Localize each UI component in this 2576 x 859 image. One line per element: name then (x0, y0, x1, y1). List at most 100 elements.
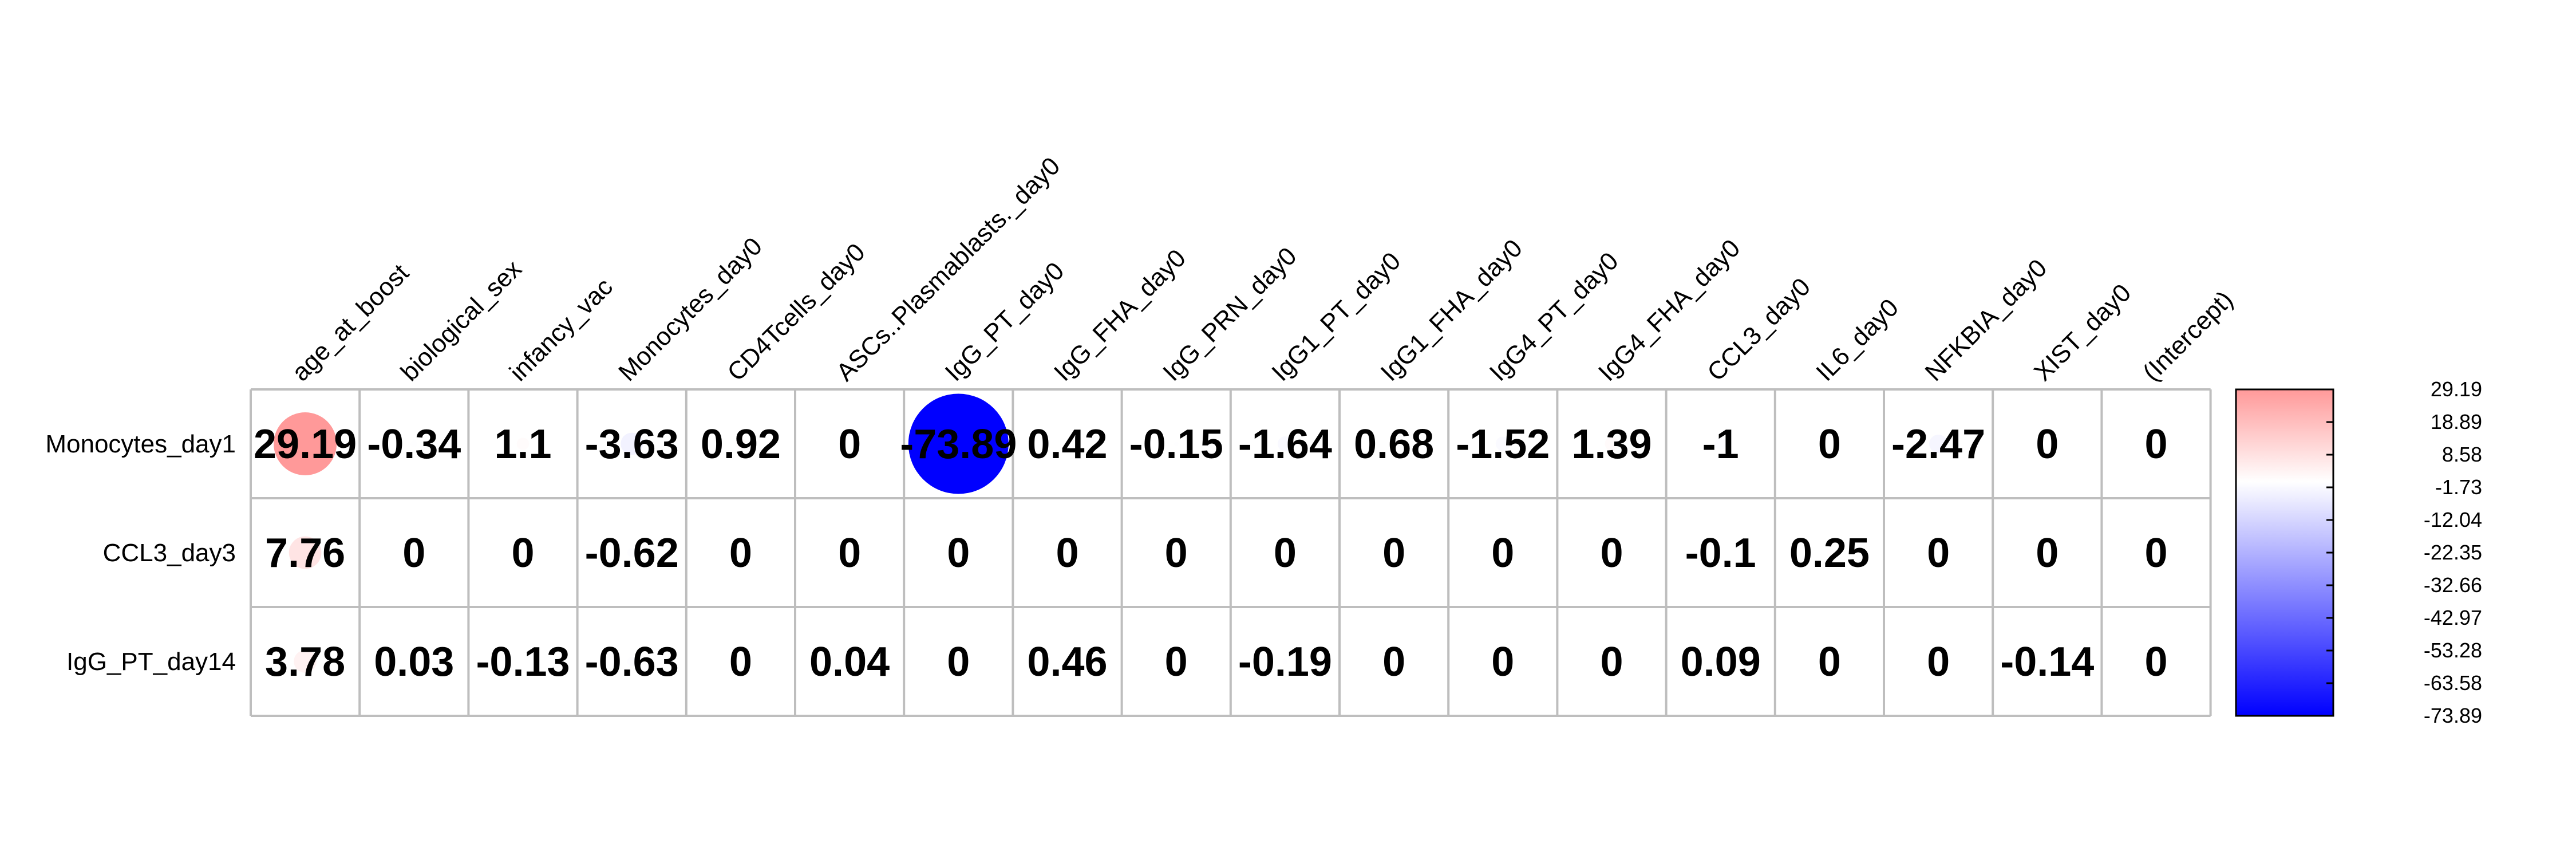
legend-tick-label: -12.04 (2424, 508, 2482, 531)
legend-tick-label: 18.89 (2431, 410, 2482, 434)
legend-tick-label: -63.58 (2424, 671, 2482, 695)
cell-value-label: 0.04 (809, 639, 890, 685)
cell-value-label: 0.03 (374, 639, 454, 685)
cell-value-label: -1 (1702, 421, 1739, 467)
legend-tick-label: -1.73 (2435, 475, 2482, 499)
cell-value-label: -0.14 (2000, 639, 2094, 685)
cell-value-label: 0 (2144, 421, 2167, 467)
cell-circle (735, 438, 746, 450)
legend-tick-label: 8.58 (2442, 443, 2482, 466)
cell-value-label: 0 (947, 530, 970, 576)
cell-circle (1063, 440, 1072, 448)
cell-value-label: 0 (1491, 530, 1514, 576)
cell-value-label: 0 (1491, 639, 1514, 685)
column-label: XIST_day0 (2029, 278, 2137, 387)
column-label: ASCs..Plasmablasts._day0 (831, 152, 1066, 387)
cell-circle (908, 393, 1009, 494)
cell-value-label: 0 (2144, 530, 2167, 576)
legend-tick-label: -22.35 (2424, 541, 2482, 564)
cell-value-label: 1.1 (494, 421, 551, 467)
cell-value-label: 29.19 (254, 421, 357, 467)
cell-value-label: 0 (729, 530, 752, 576)
cell-value-label: 7.76 (265, 530, 345, 576)
cell-value-label: 0 (2036, 421, 2059, 467)
cell-circle (1929, 435, 1948, 453)
cell-value-label: 0 (511, 530, 534, 576)
cell-value-label: 0 (1927, 530, 1950, 576)
cell-value-label: -1.52 (1456, 421, 1550, 467)
legend-ticks: 29.19 18.89 8.58 -1.73 -12.04 -22.35 -32.66 -42… (2326, 377, 2482, 727)
cell-circle (413, 660, 416, 663)
legend-tick-label: -73.89 (2424, 704, 2482, 727)
legend-tick-label: 29.19 (2431, 377, 2482, 401)
column-label: age_at_boost (287, 259, 414, 387)
row-labels: Monocytes_day1 CCL3_day3 IgG_PT_day14 (45, 430, 236, 676)
column-label: CCL3_day0 (1702, 273, 1816, 387)
cell-value-label: -0.62 (585, 530, 679, 576)
cell-value-label: 0 (1600, 639, 1623, 685)
cell-value-label: 0 (402, 530, 425, 576)
cell-circle (848, 660, 851, 663)
cell-value-label: -0.34 (367, 421, 461, 467)
cell-circle (1277, 436, 1293, 452)
cell-value-label: 0 (838, 530, 861, 576)
cell-value-label: -0.63 (585, 639, 679, 685)
column-labels: age_at_boostbiological_sexinfancy_vacMon… (287, 152, 2239, 387)
legend-tick-label: -42.97 (2424, 606, 2482, 629)
cell-circles (274, 393, 2050, 673)
cell-value-label: -73.89 (900, 421, 1017, 467)
cell-circle (1605, 437, 1619, 451)
cell-value-label: 0 (1818, 639, 1841, 685)
cell-circle (1495, 436, 1510, 451)
cell-value-label: 0 (1927, 639, 1950, 685)
cell-value-label: 0.25 (1789, 530, 1870, 576)
cell-circle (1826, 549, 1832, 556)
cell-value-label: 0 (1165, 530, 1188, 576)
cell-value-label: 0 (838, 421, 861, 467)
cell-value-label: 0 (947, 639, 970, 685)
cell-circle (516, 438, 530, 450)
column-label: infancy_vac (504, 273, 618, 387)
cell-value-label: 0 (2036, 530, 2059, 576)
cell-circle (627, 547, 637, 558)
cell-value-label: 0 (2144, 639, 2167, 685)
cell-value-label: 0.92 (701, 421, 781, 467)
cell-circle (627, 656, 637, 667)
cell-circle (410, 440, 418, 447)
cell-value-label: 0 (1600, 530, 1623, 576)
cell-value-label: 0 (1274, 530, 1297, 576)
cell-circle (294, 650, 317, 673)
cell-value-label: 0 (729, 639, 752, 685)
cell-circle (274, 412, 337, 475)
cell-value-label: 0 (1382, 639, 1405, 685)
cell-value-label: 0 (1165, 639, 1188, 685)
cell-circle (1389, 439, 1399, 449)
column-label: (Intercept) (2138, 286, 2238, 387)
cell-value-label: -0.15 (1129, 421, 1223, 467)
cell-value-label: -0.19 (1238, 639, 1332, 685)
legend-color-bar (2235, 388, 2334, 717)
cell-circle (1718, 550, 1722, 555)
cell-value-label: -3.63 (585, 421, 679, 467)
legend-tick-label: -32.66 (2424, 573, 2482, 597)
cell-circle (1718, 659, 1722, 664)
cell-circle (1063, 657, 1072, 665)
cell-values: 29.19 -0.34 1.1 -3.63 0.92 0 -73.89 0.42 -0.15 -1… (254, 421, 2168, 685)
row-label: IgG_PT_day14 (66, 648, 236, 676)
cell-circle (289, 536, 322, 569)
cell-circle (1174, 442, 1179, 446)
cell-value-label: -2.47 (1891, 421, 1985, 467)
cell-value-label: 1.39 (1571, 421, 1652, 467)
cell-value-label: -0.13 (476, 639, 570, 685)
cell-value-label: 0.42 (1027, 421, 1107, 467)
column-label: IL6_day0 (1811, 293, 1904, 387)
row-label: CCL3_day3 (103, 539, 236, 567)
cell-value-label: 0.46 (1027, 639, 1107, 685)
color-legend: 29.19 18.89 8.58 -1.73 -12.04 -22.35 -32.66 -42… (2235, 377, 2482, 727)
cell-circle (1714, 438, 1726, 450)
cell-circle (1282, 659, 1288, 664)
legend-tick-label: -53.28 (2424, 639, 2482, 662)
cell-circle (2045, 659, 2050, 664)
cell-value-label: 0 (1056, 530, 1078, 576)
